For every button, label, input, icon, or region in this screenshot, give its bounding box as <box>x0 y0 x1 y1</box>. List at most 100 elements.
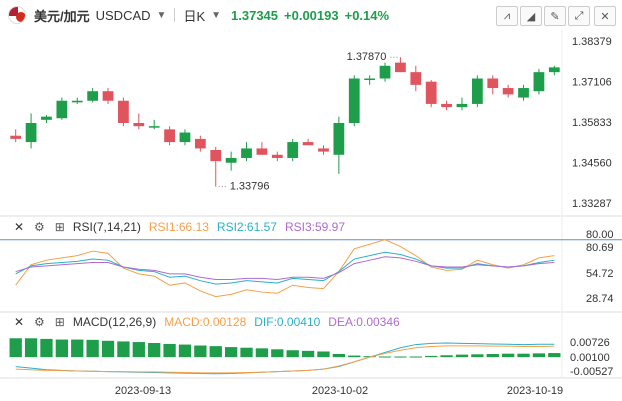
macd-bar <box>486 354 499 358</box>
macd-bar <box>455 354 469 358</box>
macd-bar <box>532 353 546 358</box>
dif-value: DIF:0.00410 <box>254 315 321 329</box>
expand-icon[interactable]: ⤢ <box>568 6 590 26</box>
macd-bar <box>317 351 330 358</box>
candle-body <box>364 78 376 80</box>
chevron-down-icon[interactable]: ▼ <box>211 9 222 21</box>
price-tick-label: 1.34560 <box>572 157 612 169</box>
timeframe-selector[interactable]: 日K <box>183 8 206 24</box>
macd-bar <box>425 355 438 358</box>
candle-body <box>133 123 145 127</box>
date-tick-label: 2023-10-02 <box>312 385 368 397</box>
candle-body <box>256 148 268 155</box>
candle-body <box>502 88 514 95</box>
macd-bar <box>117 341 130 358</box>
candle-body <box>102 91 114 101</box>
rsi-tick-label: 80.69 <box>586 242 614 254</box>
candle-body <box>533 72 545 92</box>
candle-body <box>179 132 191 143</box>
divider <box>174 8 176 22</box>
macd-bar <box>332 354 346 358</box>
macd-bar <box>378 356 392 358</box>
macd-bar <box>224 347 238 358</box>
close-icon[interactable]: ✕ <box>14 315 25 329</box>
candle-body <box>10 135 22 139</box>
candle-body <box>518 88 529 98</box>
candle-body <box>271 154 283 158</box>
macd-bar <box>517 353 530 358</box>
price-change: +0.00193 <box>284 7 339 23</box>
macd-bar <box>209 346 222 358</box>
macd-bar <box>24 338 38 358</box>
close-icon[interactable]: ✕ <box>14 220 25 234</box>
macd-label: MACD(12,26,9) <box>72 315 157 329</box>
candle-body <box>164 129 175 143</box>
candle-body <box>302 142 314 146</box>
macd-bar <box>132 342 145 358</box>
close-icon[interactable]: ✕ <box>594 6 616 26</box>
macd-bar <box>548 353 561 358</box>
candle-body <box>210 150 222 162</box>
pen-icon[interactable]: ✎ <box>544 6 566 26</box>
macd-value: MACD:0.00128 <box>164 315 247 329</box>
macd-bar <box>348 355 361 358</box>
candle-body <box>118 100 129 123</box>
macd-bar <box>271 349 284 358</box>
pair-name[interactable]: 美元/加元 <box>34 8 90 24</box>
symbol[interactable]: USDCAD <box>95 7 151 23</box>
price-change-pct: +0.14% <box>344 7 390 23</box>
candle-body <box>87 91 99 101</box>
settings-icon[interactable]: ⚙ <box>34 220 45 234</box>
candle-body <box>425 81 437 104</box>
candle-body <box>548 67 560 73</box>
macd-bar <box>148 343 161 358</box>
compare-icon[interactable]: ◢ <box>520 6 542 26</box>
chart-header: 美元/加元 USDCAD ▼ 日K ▼ 1.37345 +0.00193 +0.… <box>0 0 622 30</box>
candle-body <box>348 78 360 123</box>
candle-body <box>379 65 391 79</box>
macd-bar <box>286 350 299 358</box>
macd-bar <box>394 356 407 358</box>
rsi-series-line-rsi1 <box>15 239 555 298</box>
candle-body <box>471 78 483 104</box>
candle-body <box>318 148 329 152</box>
candle-body <box>456 103 468 108</box>
dea-value: DEA:0.00346 <box>328 315 400 329</box>
candle-body <box>410 72 422 85</box>
macd-bar <box>40 338 53 358</box>
rsi2-value: RSI2:61.57 <box>216 220 277 234</box>
rsi-legend: ✕ ⚙ ⊞ RSI(7,14,21) RSI1:66.13 RSI2:61.57… <box>0 219 345 235</box>
rsi-series-line-rsi3 <box>15 256 555 281</box>
rsi3-value: RSI3:59.97 <box>284 220 346 234</box>
macd-series-line-dea <box>15 345 555 374</box>
candle-body <box>441 103 452 108</box>
macd-bar <box>86 339 99 358</box>
candle-body <box>333 123 345 155</box>
macd-bar <box>9 338 22 358</box>
macd-legend: ✕ ⚙ ⊞ MACD(12,26,9) MACD:0.00128 DIF:0.0… <box>0 314 400 330</box>
settings-icon[interactable]: ⚙ <box>34 315 45 329</box>
macd-bar <box>409 356 422 358</box>
candle-body <box>71 100 83 103</box>
price-tick-label: 1.38379 <box>572 36 612 48</box>
chevron-down-icon[interactable]: ▼ <box>156 9 167 21</box>
rsi-series-line-rsi2 <box>15 251 555 285</box>
add-icon[interactable]: ⊞ <box>54 315 65 329</box>
date-tick-label: 2023-10-19 <box>507 385 563 397</box>
candle-body <box>148 126 160 128</box>
macd-bar <box>178 344 192 358</box>
add-icon[interactable]: ⊞ <box>54 220 65 234</box>
rsi1-value: RSI1:66.13 <box>148 220 209 234</box>
macd-tick-label: 0.00726 <box>570 337 610 349</box>
macd-bar <box>55 339 69 358</box>
price-tick-label: 1.37106 <box>572 76 612 88</box>
candle-body <box>194 138 206 149</box>
macd-bar <box>163 343 176 358</box>
rsi-label: RSI(7,14,21) <box>72 220 141 234</box>
currency-flag-icon <box>8 6 26 24</box>
price-tick-label: 1.33287 <box>572 198 612 210</box>
candle-body <box>25 123 37 143</box>
draw-icon[interactable]: ⩘ <box>496 6 518 26</box>
macd-bar <box>301 350 315 358</box>
